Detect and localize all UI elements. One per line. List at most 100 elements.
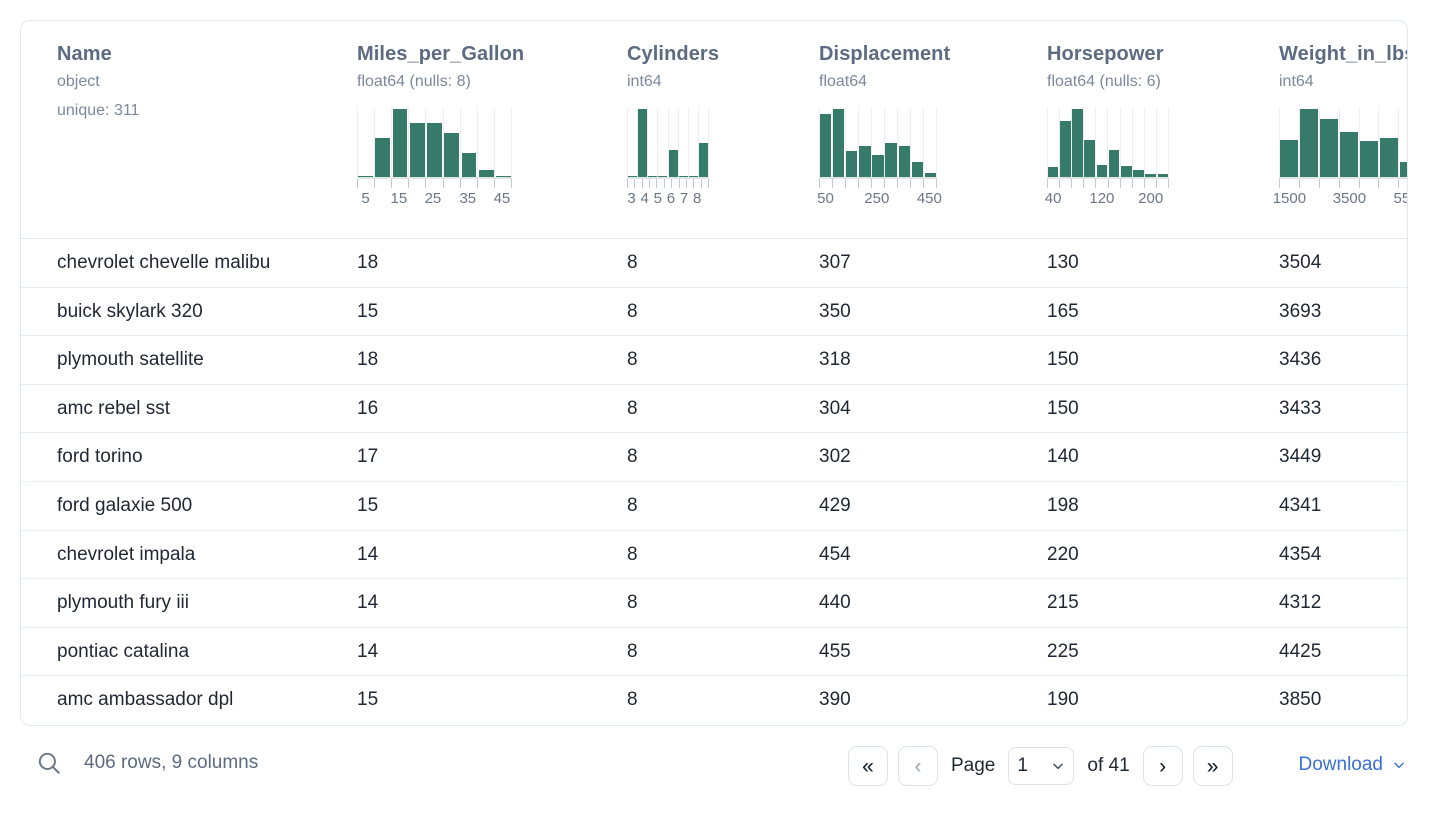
table-cell: 3693	[1279, 300, 1322, 322]
next-page-button[interactable]: ›	[1142, 746, 1183, 786]
histogram-bar	[872, 154, 884, 177]
histogram-bar	[637, 109, 647, 177]
histogram-bar	[689, 175, 699, 177]
histogram-bar	[1060, 121, 1071, 177]
histogram-bar	[1280, 139, 1298, 177]
prev-page-button[interactable]: ‹	[898, 746, 938, 786]
last-page-button[interactable]: »	[1192, 746, 1233, 786]
table-cell: chevrolet chevelle malibu	[57, 252, 271, 273]
table-cell: 455	[819, 640, 851, 662]
table-cell: buick skylark 320	[57, 300, 203, 322]
table-row[interactable]: chevrolet chevelle malibu 18 8 307 130 3504	[21, 239, 1407, 288]
table-row[interactable]: amc rebel sst 16 8 304 150 3433	[21, 385, 1407, 434]
table-cell: 140	[1047, 446, 1079, 468]
histogram-tick-label: 15	[390, 190, 408, 207]
histogram-bar	[846, 151, 858, 177]
table-cell: 3433	[1279, 397, 1322, 419]
histogram-bar	[1133, 170, 1144, 177]
table-row[interactable]: ford galaxie 500 15 8 429 198 4341	[21, 482, 1407, 531]
table-cell: chevrolet impala	[57, 543, 196, 565]
search-icon[interactable]	[36, 750, 62, 776]
histogram-bar	[1121, 166, 1132, 177]
table-cell: 390	[819, 689, 851, 711]
table-cell: 8	[627, 640, 638, 662]
histogram-bar	[1084, 140, 1095, 177]
pagination-controls: « ‹ Page 1 of 41 › »	[848, 746, 1233, 786]
column-title: Name	[57, 43, 112, 65]
histogram-bar	[668, 149, 678, 177]
histogram-tick-label: 5	[653, 190, 662, 207]
download-button[interactable]: Download	[1299, 754, 1407, 776]
histogram-tick-label: 6	[666, 190, 676, 207]
table-cell: 3504	[1279, 252, 1322, 273]
histogram-bar	[833, 109, 845, 177]
histogram-bar	[1320, 119, 1338, 177]
histogram-bar	[1400, 162, 1407, 177]
column-dtype: int64	[627, 73, 662, 90]
table-cell: 8	[627, 397, 638, 419]
column-header-weight_in_lbs[interactable]: Weight_in_lbs int64 1500 3500 5500	[1273, 21, 1407, 239]
histogram-tick-label: 200	[1138, 190, 1164, 207]
table-cell: 302	[819, 446, 851, 468]
table-cell: 150	[1047, 349, 1079, 371]
table-cell: amc rebel sst	[57, 397, 170, 419]
table-cell: 8	[627, 300, 638, 322]
histogram-bar	[911, 162, 923, 177]
page-number-select[interactable]: 1	[1008, 747, 1075, 785]
table-cell: 198	[1047, 494, 1079, 516]
table-cell: 215	[1047, 592, 1079, 614]
table-cell: 17	[357, 446, 379, 468]
table-cell: amc ambassador dpl	[57, 689, 234, 711]
column-header-displacement[interactable]: Displacement float64 50 250 450	[817, 21, 1047, 239]
table-row[interactable]: plymouth fury iii 14 8 440 215 4312	[21, 579, 1407, 628]
table-cell: 8	[627, 252, 638, 273]
table-cell: 8	[627, 446, 638, 468]
table-cell: plymouth satellite	[57, 349, 204, 371]
column-header-name[interactable]: Name object unique: 311	[57, 21, 357, 239]
histogram-tick-label: 120	[1089, 190, 1115, 207]
histogram-tick-label: 7	[679, 190, 689, 207]
histogram-bar	[358, 175, 373, 177]
table-cell: 4425	[1279, 640, 1322, 662]
table-cell: 3449	[1279, 446, 1322, 468]
page-number-value: 1	[1017, 755, 1028, 776]
column-header-horsepower[interactable]: Horsepower float64 (nulls: 6) 40 120 200	[1045, 21, 1279, 239]
column-header-cylinders[interactable]: Cylinders int64 3 4 5 6 7 8	[627, 21, 819, 239]
histogram-bar	[658, 175, 668, 177]
table-row[interactable]: chevrolet impala 14 8 454 220 4354	[21, 531, 1407, 580]
table-cell: 18	[357, 252, 379, 273]
table-row[interactable]: pontiac catalina 14 8 455 225 4425	[21, 628, 1407, 677]
table-row[interactable]: ford torino 17 8 302 140 3449	[21, 433, 1407, 482]
histogram-bar	[478, 170, 494, 177]
table-cell: 14	[357, 592, 379, 614]
histogram-bar	[627, 175, 637, 177]
table-cell: 8	[627, 349, 638, 371]
table-cell: 8	[627, 494, 638, 516]
histogram-tick-label: 45	[493, 190, 511, 207]
histogram-bar	[1096, 164, 1108, 177]
histogram-bar	[1072, 109, 1083, 177]
histogram-bar	[444, 133, 460, 177]
table-cell: 15	[357, 689, 379, 711]
column-header-miles_per_gallon[interactable]: Miles_per_Gallon float64 (nulls: 8) 5 15 25 3…	[357, 21, 623, 239]
column-unique-count: unique: 311	[57, 102, 140, 119]
histogram-tick-label: 250	[864, 190, 890, 207]
column-dtype: float64 (nulls: 8)	[357, 73, 471, 90]
table-cell: 14	[357, 543, 379, 565]
column-histogram: 1500 3500 5500	[1273, 107, 1407, 207]
histogram-bar	[375, 137, 391, 177]
table-row[interactable]: amc ambassador dpl 15 8 390 190 3850	[21, 676, 1407, 725]
histogram-tick-label: 25	[424, 190, 442, 207]
table-row[interactable]: plymouth satellite 18 8 318 150 3436	[21, 336, 1407, 385]
histogram-bar	[409, 122, 425, 177]
table-cell: plymouth fury iii	[57, 592, 189, 614]
table-footer: 406 rows, 9 columns « ‹ Page 1 of 41 › »…	[20, 740, 1420, 796]
histogram-bar	[898, 146, 910, 177]
table-cell: 220	[1047, 543, 1079, 565]
histogram-bar	[392, 109, 408, 177]
row-count-label: 406 rows, 9 columns	[84, 752, 259, 773]
table-row[interactable]: buick skylark 320 15 8 350 165 3693	[21, 288, 1407, 337]
table-cell: 225	[1047, 640, 1079, 662]
histogram-bar	[427, 123, 442, 177]
first-page-button[interactable]: «	[848, 746, 888, 786]
